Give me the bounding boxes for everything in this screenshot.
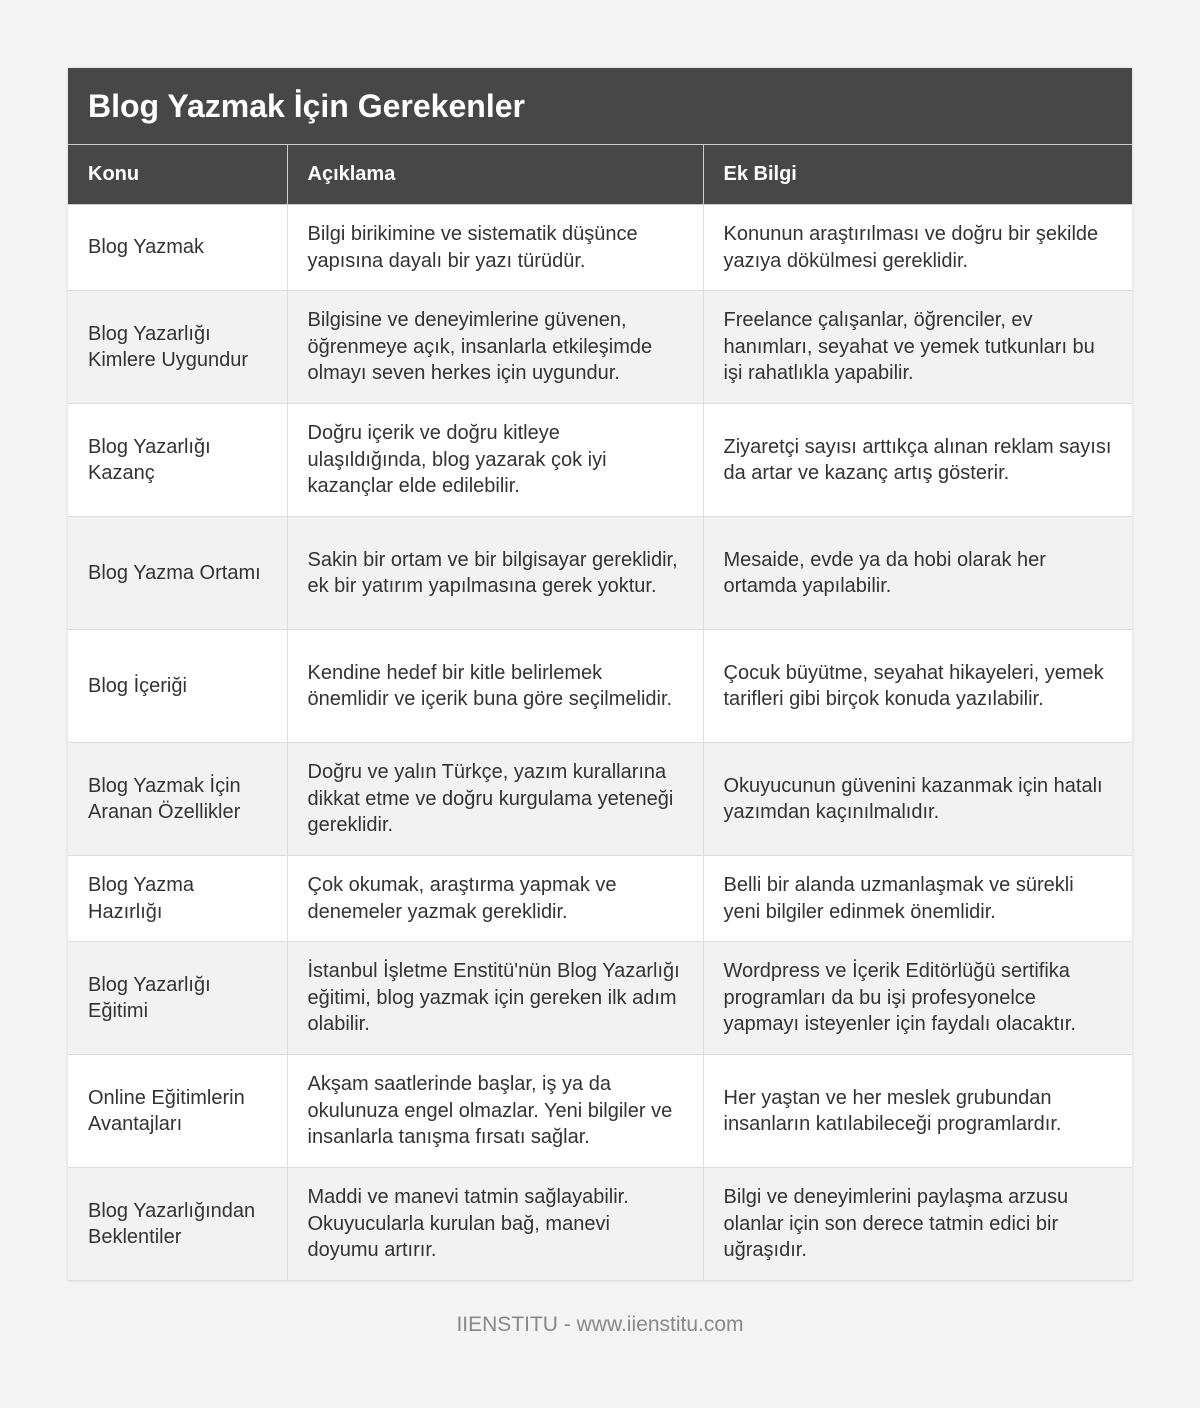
cell-aciklama: Doğru içerik ve doğru kitleye ulaşıldığı… (286, 403, 704, 517)
table-row: Blog Yazma Hazırlığı Çok okumak, araştırm… (68, 855, 1132, 942)
footer-credit: IIENSTITU - www.iienstitu.com (456, 1313, 744, 1336)
cell-konu: Blog İçeriği (68, 629, 288, 743)
table-row: Blog Yazma Ortamı Sakin bir ortam ve bir … (68, 516, 1132, 630)
cell-ek-bilgi: Okuyucunun güvenini kazanmak için hatalı… (702, 742, 1132, 856)
cell-konu: Blog Yazarlığı Eğitimi (68, 941, 288, 1055)
cell-ek-bilgi: Çocuk büyütme, seyahat hikayeleri, yemek… (702, 629, 1132, 743)
cell-konu: Blog Yazmak (68, 204, 288, 291)
cell-ek-bilgi: Wordpress ve İçerik Editörlüğü sertifika… (702, 941, 1132, 1055)
column-header-aciklama: Açıklama (286, 145, 704, 205)
cell-konu: Blog Yazarlığından Beklentiler (68, 1167, 288, 1281)
cell-ek-bilgi: Ziyaretçi sayısı arttıkça alınan reklam … (702, 403, 1132, 517)
cell-ek-bilgi: Her yaştan ve her meslek grubundan insan… (702, 1054, 1132, 1168)
cell-konu: Blog Yazarlığı Kimlere Uygundur (68, 290, 288, 404)
cell-konu: Blog Yazarlığı Kazanç (68, 403, 288, 517)
info-table: Konu Açıklama Ek Bilgi Blog Yazmak Bilgi … (68, 145, 1132, 1281)
cell-ek-bilgi: Belli bir alanda uzmanlaşmak ve sürekli … (702, 855, 1132, 942)
cell-konu: Blog Yazmak İçin Aranan Özellikler (68, 742, 288, 856)
table-row: Blog Yazmak İçin Aranan Özellikler Doğru … (68, 742, 1132, 856)
cell-konu: Blog Yazma Ortamı (68, 516, 288, 630)
cell-ek-bilgi: Konunun araştırılması ve doğru bir şekil… (702, 204, 1132, 291)
cell-aciklama: Kendine hedef bir kitle belirlemek öneml… (286, 629, 704, 743)
table-header-row: Konu Açıklama Ek Bilgi (68, 145, 1132, 205)
cell-ek-bilgi: Freelance çalışanlar, öğrenciler, ev han… (702, 290, 1132, 404)
cell-aciklama: Doğru ve yalın Türkçe, yazım kurallarına… (286, 742, 704, 856)
cell-ek-bilgi: Mesaide, evde ya da hobi olarak her orta… (702, 516, 1132, 630)
cell-aciklama: Maddi ve manevi tatmin sağlayabilir. Oku… (286, 1167, 704, 1281)
cell-konu: Blog Yazma Hazırlığı (68, 855, 288, 942)
cell-aciklama: Bilgisine ve deneyimlerine güvenen, öğre… (286, 290, 704, 404)
column-header-ek-bilgi: Ek Bilgi (702, 145, 1132, 205)
table-row: Blog İçeriği Kendine hedef bir kitle beli… (68, 629, 1132, 743)
cell-konu: Online Eğitimlerin Avantajları (68, 1054, 288, 1168)
cell-aciklama: Çok okumak, araştırma yapmak ve denemele… (286, 855, 704, 942)
cell-aciklama: Akşam saatlerinde başlar, iş ya da okulu… (286, 1054, 704, 1168)
table-row: Blog Yazarlığı Kazanç Doğru içerik ve doğ… (68, 403, 1132, 517)
cell-aciklama: Bilgi birikimine ve sistematik düşünce y… (286, 204, 704, 291)
table-title: Blog Yazmak İçin Gerekenler (68, 68, 1132, 145)
cell-ek-bilgi: Bilgi ve deneyimlerini paylaşma arzusu o… (702, 1167, 1132, 1281)
column-header-konu: Konu (68, 145, 288, 205)
cell-aciklama: İstanbul İşletme Enstitü'nün Blog Yazarl… (286, 941, 704, 1055)
cell-aciklama: Sakin bir ortam ve bir bilgisayar gerekl… (286, 516, 704, 630)
table-row: Blog Yazmak Bilgi birikimine ve sistemati… (68, 204, 1132, 291)
table-row: Blog Yazarlığı Kimlere Uygundur Bilgisine… (68, 290, 1132, 404)
table-row: Blog Yazarlığından Beklentiler Maddi ve m… (68, 1167, 1132, 1281)
info-table-card: Blog Yazmak İçin Gerekenler Konu Açıklam… (68, 68, 1132, 1281)
table-row: Blog Yazarlığı Eğitimi İstanbul İşletme E… (68, 941, 1132, 1055)
table-row: Online Eğitimlerin Avantajları Akşam saat… (68, 1054, 1132, 1168)
